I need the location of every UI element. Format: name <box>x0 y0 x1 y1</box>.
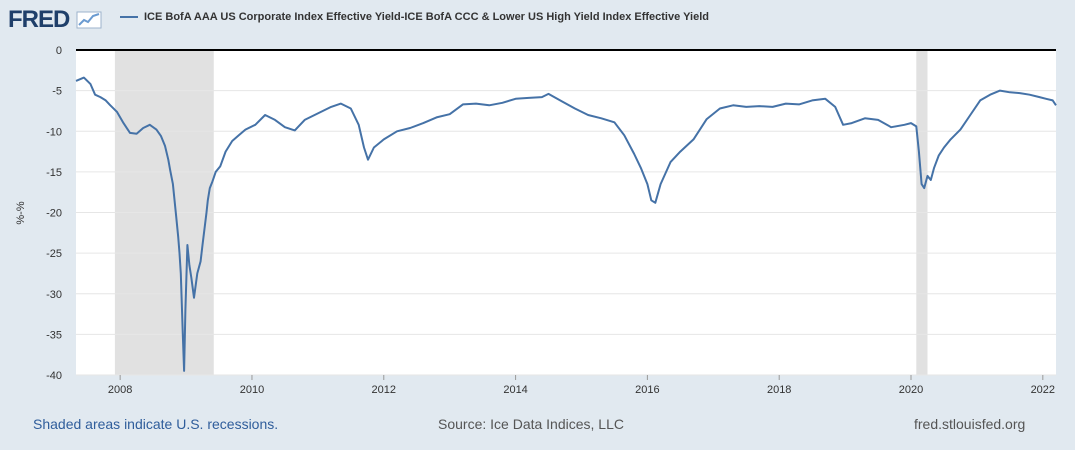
y-tick-label: -10 <box>46 126 62 138</box>
x-tick-label: 2022 <box>1031 384 1055 396</box>
x-tick-labels-group: 2008 2010 2012 2014 2016 2018 2020 2022 <box>108 375 1055 396</box>
line-chart-icon <box>76 11 102 29</box>
legend-line-swatch <box>120 16 138 18</box>
series-group <box>75 76 1057 372</box>
y-tick-label: -30 <box>46 289 62 301</box>
site-link[interactable]: fred.stlouisfed.org <box>914 416 1026 432</box>
recession-note: Shaded areas indicate U.S. recessions. <box>33 416 279 432</box>
x-tick-label: 2008 <box>108 384 132 396</box>
gridlines-group <box>76 49 1056 376</box>
y-tick-label: -20 <box>46 208 62 220</box>
y-tick-label: -25 <box>46 248 62 260</box>
fred-logo-text: FRED <box>8 6 70 33</box>
y-tick-label: -5 <box>52 86 62 98</box>
x-tick-label: 2012 <box>372 384 396 396</box>
fred-logo[interactable]: FRED <box>8 6 102 33</box>
x-tick-label: 2016 <box>635 384 659 396</box>
y-tick-label: -35 <box>46 329 62 341</box>
y-tick-label: -40 <box>46 370 62 382</box>
y-tick-label: -15 <box>46 167 62 179</box>
source-note: Source: Ice Data Indices, LLC <box>438 416 624 432</box>
y-axis-title: %-% <box>15 201 27 224</box>
x-tick-label: 2018 <box>767 384 791 396</box>
legend-label: ICE BofA AAA US Corporate Index Effectiv… <box>144 11 709 23</box>
x-tick-label: 2010 <box>240 384 264 396</box>
y-tick-labels-group: 0 -5 -10 -15 -20 -25 -30 -35 -40 <box>46 45 62 382</box>
chart-legend: ICE BofA AAA US Corporate Index Effectiv… <box>120 11 709 23</box>
x-tick-label: 2020 <box>899 384 923 396</box>
series-line-0 <box>75 76 1057 372</box>
x-tick-label: 2014 <box>503 384 527 396</box>
y-tick-label: 0 <box>56 45 62 57</box>
